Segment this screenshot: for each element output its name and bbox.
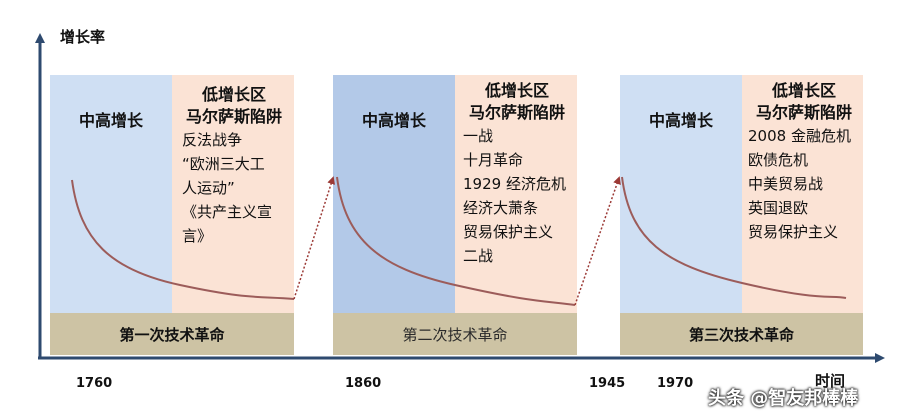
- event-item: 经济大萧条: [463, 199, 539, 217]
- stage-1-band: 第一次技术革命: [50, 313, 294, 355]
- event-item: 2008 金融危机: [748, 127, 851, 145]
- event-item: 贸易保护主义: [463, 223, 554, 241]
- event-item: 欧债危机: [748, 151, 809, 169]
- event-item: 人运动”: [182, 179, 235, 197]
- event-item: 《共产主义宣: [182, 203, 273, 221]
- stage-2-high-label: 中高增长: [361, 111, 426, 130]
- growth-curve-1: [71, 179, 295, 300]
- stage-2-low-zone: [455, 75, 577, 313]
- stage-3-band: 第三次技术革命: [620, 313, 863, 355]
- stage-3-high-zone: [620, 75, 742, 313]
- stage-1-low-title-1: 低增长区: [201, 85, 266, 104]
- year-label: 1970: [657, 376, 694, 391]
- year-label: 1860: [345, 376, 382, 391]
- stage-1-low-zone: [172, 75, 294, 313]
- event-item: “欧洲三大工: [182, 155, 265, 173]
- year-label: 1760: [76, 376, 113, 391]
- event-item: 反法战争: [182, 131, 243, 149]
- growth-curve-2: [336, 176, 576, 306]
- stage-3-low-zone: [742, 75, 863, 313]
- stage-3-high-label: 中高增长: [648, 111, 713, 130]
- x-axis-label: 时间: [815, 372, 846, 390]
- watermark: 头条 @智友邦棒棒: [708, 388, 859, 409]
- transition-connector-1: [293, 176, 335, 300]
- stage-3-low-title-1: 低增长区: [771, 81, 836, 100]
- stage-2-events: 一战 十月革命 1929 经济危机 经济大萧条 贸易保护主义 二战: [457, 124, 577, 268]
- stage-1-low-title-2: 马尔萨斯陷阱: [185, 107, 282, 126]
- y-axis-label: 增长率: [60, 28, 106, 46]
- stage-1-events: 反法战争 “欧洲三大工 人运动” 《共产主义宣 言》: [174, 128, 294, 248]
- stage-2-low-title-1: 低增长区: [484, 81, 549, 100]
- transition-connector-2: [574, 176, 621, 306]
- event-item: 言》: [182, 227, 213, 245]
- growth-curve-3: [621, 176, 847, 299]
- stage-2-low-title-2: 马尔萨斯陷阱: [468, 103, 565, 122]
- event-item: 十月革命: [463, 151, 524, 169]
- event-item: 贸易保护主义: [748, 223, 839, 241]
- stage-3-events: 2008 金融危机 欧债危机 中美贸易战 英国退欧 贸易保护主义: [744, 124, 864, 244]
- event-item: 英国退欧: [748, 199, 809, 217]
- stage-1-high-zone: [50, 75, 172, 313]
- stage-1-high-label: 中高增长: [78, 111, 143, 130]
- year-label: 1945: [589, 376, 626, 391]
- stage-3-low-title-2: 马尔萨斯陷阱: [755, 103, 852, 122]
- stage-2-band: 第二次技术革命: [333, 313, 577, 355]
- stage-3-low-text: 低增长区 马尔萨斯陷阱 2008 金融危机 欧债危机 中美贸易战 英国退欧 贸易…: [744, 80, 864, 244]
- stage-2-high-zone: [333, 75, 455, 313]
- event-item: 一战: [463, 127, 494, 145]
- stage-1-low-text: 低增长区 马尔萨斯陷阱 反法战争 “欧洲三大工 人运动” 《共产主义宣 言》: [174, 84, 294, 248]
- event-item: 中美贸易战: [748, 175, 824, 193]
- stage-2-low-text: 低增长区 马尔萨斯陷阱 一战 十月革命 1929 经济危机 经济大萧条 贸易保护…: [457, 80, 577, 268]
- event-item: 二战: [463, 247, 494, 265]
- event-item: 1929 经济危机: [463, 175, 566, 193]
